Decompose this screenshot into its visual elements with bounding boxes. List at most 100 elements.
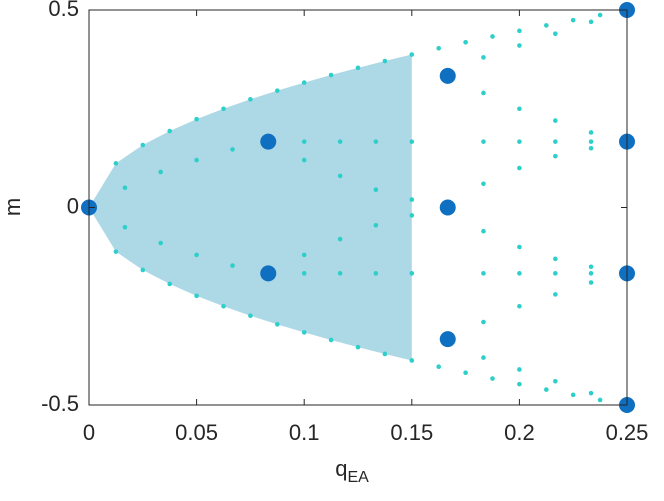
trajectory-point (588, 390, 594, 396)
trajectory-point (553, 139, 558, 144)
trajectory-point (122, 185, 128, 191)
trajectory-point (553, 31, 558, 36)
point-cloud (89, 54, 412, 361)
trajectory-point (248, 313, 253, 318)
trajectory-point (553, 256, 558, 262)
trajectory-point (481, 55, 486, 60)
trajectory-point (597, 12, 603, 18)
trajectory-point (194, 116, 199, 122)
trajectory-point (553, 153, 558, 159)
x-tick-label: 0.25 (606, 420, 649, 445)
trajectory-point (167, 281, 172, 287)
trajectory-point (373, 139, 379, 144)
trajectory-point (553, 118, 558, 123)
trajectory-point (588, 19, 594, 25)
trajectory-point (337, 236, 343, 242)
trajectory-point (248, 97, 253, 102)
y-axis-label: m (0, 198, 25, 216)
y-tick-label: 0.5 (48, 0, 79, 21)
trajectory-point (436, 364, 442, 370)
trajectory-point (113, 249, 119, 254)
fixed-point (439, 67, 456, 84)
trajectory-point (553, 292, 558, 297)
y-tick-label: -0.5 (41, 391, 79, 416)
trajectory-point (194, 157, 199, 163)
trajectory-point (194, 293, 199, 299)
trajectory-point (301, 330, 307, 335)
trajectory-point (140, 267, 146, 273)
trajectory-point (337, 173, 343, 179)
trajectory-point (463, 39, 468, 45)
x-tick-label: 0.2 (504, 420, 535, 445)
trajectory-point (517, 28, 522, 34)
trajectory-point (517, 43, 522, 48)
trajectory-point (481, 271, 486, 276)
trajectory-point (230, 263, 235, 268)
trajectory-point (517, 271, 522, 276)
trajectory-point (409, 139, 415, 144)
trajectory-point (382, 351, 388, 357)
trajectory-point (517, 106, 522, 112)
y-tick-label: 0 (67, 193, 79, 218)
trajectory-point (328, 72, 334, 78)
trajectory-point (490, 34, 495, 39)
trajectory-point (355, 344, 361, 350)
trajectory-point (301, 252, 307, 258)
trajectory-point (275, 322, 280, 327)
trajectory-point (597, 397, 603, 403)
trajectory-point (481, 139, 486, 144)
trajectory-point (481, 319, 486, 325)
x-axis-label-main: q (335, 456, 347, 481)
plot-area (81, 2, 635, 413)
x-tick-label: 0.05 (175, 420, 218, 445)
trajectory-point (373, 222, 379, 228)
x-tick-label: 0.15 (390, 420, 433, 445)
trajectory-point (517, 381, 522, 387)
trajectory-point (517, 367, 522, 372)
x-tick-label: 0.1 (289, 420, 320, 445)
trajectory-point (158, 169, 163, 175)
trajectory-point (481, 228, 486, 234)
trajectory-point (194, 252, 199, 258)
trajectory-point (355, 65, 361, 71)
x-axis-label-sub: EA (347, 469, 369, 486)
trajectory-point (301, 271, 307, 276)
trajectory-point (409, 358, 415, 363)
trajectory-point (301, 139, 307, 144)
trajectory-point (463, 370, 468, 376)
trajectory-point (409, 52, 415, 57)
trajectory-point (230, 147, 235, 152)
trajectory-point (588, 139, 594, 144)
trajectory-point (570, 392, 576, 398)
trajectory-point (517, 139, 522, 144)
trajectory-point (436, 45, 442, 51)
trajectory-point (588, 280, 594, 285)
trajectory-point (570, 17, 576, 23)
trajectory-point (553, 271, 558, 276)
trajectory-point (409, 197, 415, 202)
trajectory-point (588, 264, 594, 270)
trajectory-point (517, 244, 522, 250)
fixed-point (439, 199, 456, 216)
trajectory-point (588, 145, 594, 151)
trajectory-point (221, 303, 226, 309)
trajectory-point (373, 271, 379, 276)
x-tick-label: 0 (83, 420, 95, 445)
trajectory-point (301, 80, 307, 85)
trajectory-point (113, 161, 119, 166)
trajectory-point (409, 271, 415, 276)
trajectory-point (337, 139, 343, 144)
trajectory-point (544, 23, 549, 28)
trajectory-point (409, 213, 415, 218)
trajectory-point (167, 128, 172, 134)
fixed-point (439, 331, 456, 348)
trajectory-point (158, 240, 163, 246)
fixed-point (260, 265, 277, 282)
trajectory-point (382, 58, 388, 64)
trajectory-point (481, 355, 486, 360)
trajectory-point (588, 130, 594, 135)
trajectory-point (275, 88, 280, 93)
trajectory-point (373, 187, 379, 193)
trajectory-point (588, 271, 594, 276)
